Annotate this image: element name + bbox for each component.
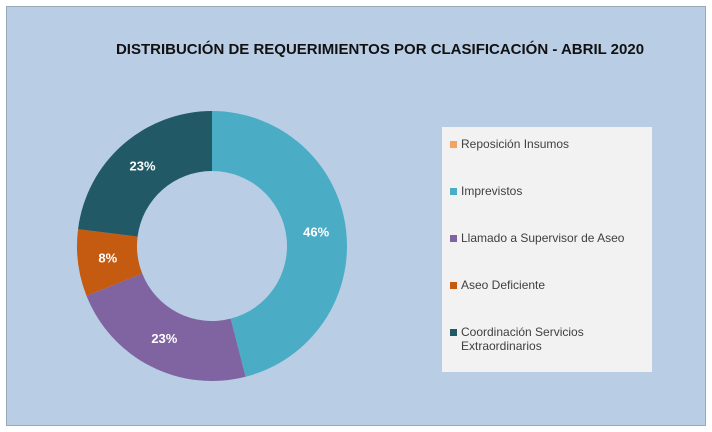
slice: [86, 273, 246, 381]
slice: [76, 229, 143, 296]
legend-label: Aseo Deficiente: [461, 278, 546, 292]
legend-item: Imprevistos: [450, 184, 644, 231]
chart-title: DISTRIBUCIÓN DE REQUERIMIENTOS POR CLASI…: [116, 40, 644, 58]
data-label: 8%: [98, 251, 117, 266]
slice: [78, 111, 212, 237]
legend-label: Imprevistos: [461, 184, 523, 198]
legend-item: Llamado a Supervisor de Aseo: [450, 231, 644, 278]
legend-label: Coordinación Servicios Extraordinarios: [461, 325, 584, 353]
data-label: 23%: [151, 331, 177, 346]
legend-swatch: [450, 329, 457, 336]
legend-label: Llamado a Supervisor de Aseo: [461, 231, 625, 245]
data-label: 46%: [303, 224, 329, 239]
legend-item: Coordinación Servicios Extraordinarios: [450, 325, 644, 372]
legend-label: Reposición Insumos: [461, 137, 570, 151]
legend: Reposición Insumos Imprevistos Llamado a S…: [442, 127, 652, 372]
legend-swatch: [450, 141, 457, 148]
legend-swatch: [450, 235, 457, 242]
legend-swatch: [450, 188, 457, 195]
legend-item: Reposición Insumos: [450, 137, 644, 184]
slice: [212, 111, 347, 377]
data-label: 23%: [130, 159, 156, 174]
legend-swatch: [450, 282, 457, 289]
legend-item: Aseo Deficiente: [450, 278, 644, 325]
